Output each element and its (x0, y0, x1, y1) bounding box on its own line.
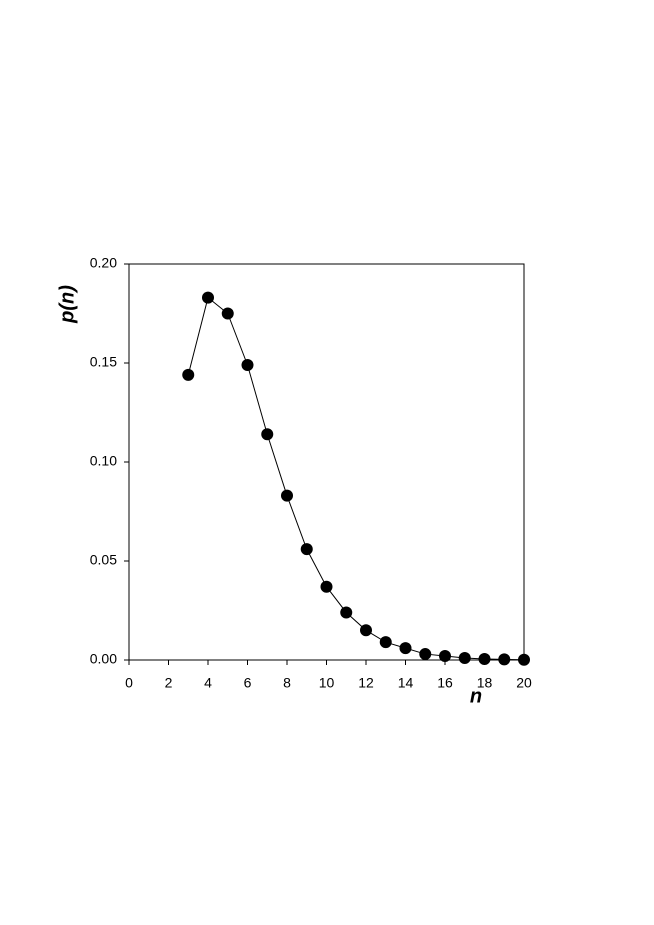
data-point (261, 428, 274, 441)
data-point (300, 543, 313, 556)
plot-frame (128, 263, 525, 661)
data-point (340, 606, 353, 619)
data-point (281, 489, 293, 502)
x-tick-label: 14 (398, 675, 414, 691)
data-line (187, 296, 525, 661)
data-point (182, 368, 195, 381)
x-tick-label: 0 (125, 675, 133, 691)
data-point (478, 653, 491, 666)
y-tick-label: 0.20 (90, 255, 117, 271)
y-axis-title: p(n) (56, 285, 78, 324)
data-point (458, 652, 471, 665)
data-point (399, 642, 412, 655)
x-axis-title: n (470, 685, 482, 707)
x-tick-label: 20 (516, 675, 532, 691)
x-tick-label: 2 (165, 675, 173, 691)
data-point (241, 358, 254, 371)
data-point (202, 291, 214, 304)
data-point (221, 307, 234, 320)
y-tick-label: 0.00 (90, 651, 117, 667)
data-point (439, 650, 451, 663)
data-point (518, 653, 530, 666)
x-tick-label: 6 (244, 675, 252, 691)
y-tick-label: 0.15 (90, 354, 117, 370)
x-tick-label: 10 (319, 675, 335, 691)
x-tick-label: 12 (358, 675, 374, 691)
y-tick-label: 0.10 (90, 453, 117, 469)
x-tick-label: 18 (477, 675, 493, 691)
data-point (379, 636, 392, 649)
y-tick-label: 0.05 (90, 552, 117, 568)
data-point (320, 580, 333, 593)
x-tick-label: 16 (437, 675, 453, 691)
x-tick-label: 4 (204, 675, 212, 691)
data-point (419, 648, 432, 661)
data-point (498, 653, 511, 666)
x-tick-label: 8 (283, 675, 291, 691)
data-point (360, 624, 372, 637)
